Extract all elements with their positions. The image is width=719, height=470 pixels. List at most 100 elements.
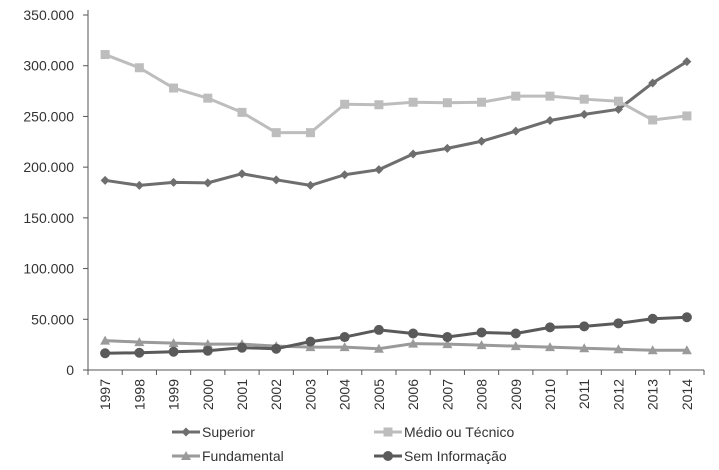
x-tick-label: 2004 (337, 379, 353, 410)
series-1 (100, 50, 692, 138)
data-point (511, 91, 521, 101)
data-point (134, 337, 145, 347)
data-point (340, 99, 350, 109)
y-axis-ticks: 0 50.000 100.000 150.000 200.000 250.000 300.0… (23, 7, 88, 378)
legend-swatch-marker (383, 427, 393, 437)
data-point (305, 128, 315, 138)
data-point (373, 343, 384, 353)
data-point (476, 340, 487, 350)
x-tick-label: 1997 (97, 379, 113, 410)
x-tick-label: 2002 (268, 379, 284, 410)
x-tick-label: 2005 (371, 379, 387, 410)
x-tick-label: 2011 (576, 379, 592, 409)
data-point (168, 346, 179, 357)
data-point (442, 332, 453, 343)
data-point (510, 328, 521, 339)
data-point (579, 94, 589, 104)
data-point (237, 169, 247, 179)
data-point (647, 313, 658, 324)
x-tick-label: 2012 (610, 379, 626, 410)
data-point (203, 178, 213, 188)
series-line (104, 53, 688, 135)
data-point (100, 335, 111, 345)
data-point (374, 100, 384, 110)
data-point (340, 170, 350, 180)
data-point (545, 91, 555, 101)
chart-series (100, 50, 692, 359)
legend-swatch-marker (383, 451, 393, 461)
data-point (613, 104, 623, 114)
data-point (442, 143, 452, 153)
y-tick-label: 150.000 (23, 210, 74, 226)
data-point (681, 345, 692, 355)
chart-axes (87, 10, 704, 371)
data-point (339, 332, 350, 343)
data-point (271, 343, 282, 354)
data-point (682, 111, 692, 121)
data-point (169, 177, 179, 187)
data-point (510, 341, 521, 351)
data-point (271, 175, 281, 185)
y-tick-label: 100.000 (23, 261, 74, 277)
y-tick-label: 350.000 (23, 7, 74, 23)
data-point (408, 97, 418, 107)
data-point (579, 109, 589, 119)
data-point (442, 98, 452, 108)
y-tick-label: 50.000 (31, 311, 74, 327)
legend-label: Sem Informação (404, 448, 507, 464)
data-point (203, 93, 213, 103)
data-point (476, 327, 487, 338)
data-point (237, 107, 247, 117)
data-point (647, 345, 658, 355)
data-point (545, 342, 555, 352)
x-tick-label: 2010 (542, 379, 558, 410)
data-point (408, 338, 419, 348)
data-point (374, 165, 384, 175)
x-axis-ticks: 1997 1998 1999 2000 2001 2002 2003 2004 2005 2006… (87, 370, 705, 410)
data-point (648, 78, 658, 88)
y-tick-label: 200.000 (23, 159, 74, 175)
series-0 (100, 57, 692, 190)
data-point (134, 63, 144, 73)
data-point (305, 336, 316, 347)
series-3 (100, 312, 692, 359)
y-tick-label: 250.000 (23, 108, 74, 124)
data-point (477, 97, 487, 107)
series-line (105, 315, 687, 355)
x-tick-label: 1999 (166, 379, 182, 410)
legend-label: Médio ou Técnico (404, 424, 514, 440)
legend-swatch-marker (181, 451, 191, 460)
chart-legend: Superior Médio ou Técnico Fundamental Sem I… (172, 424, 514, 464)
data-point (100, 50, 110, 60)
x-tick-label: 2003 (302, 379, 318, 410)
data-point (579, 343, 590, 353)
data-point (613, 344, 624, 354)
legend-item: Sem Informação (374, 448, 507, 464)
data-point (305, 180, 315, 190)
data-point (545, 322, 555, 333)
legend-item: Fundamental (172, 448, 284, 464)
x-tick-label: 2007 (439, 379, 455, 410)
y-tick-label: 300.000 (23, 58, 74, 74)
series-line (105, 339, 687, 352)
x-tick-label: 2014 (679, 379, 695, 410)
x-tick-label: 2001 (234, 379, 250, 410)
x-tick-label: 2006 (405, 379, 421, 410)
data-point (100, 348, 111, 359)
data-point (442, 339, 453, 349)
data-point (682, 57, 692, 67)
x-tick-label: 1998 (131, 379, 147, 410)
data-point (545, 115, 555, 125)
legend-swatch-marker (181, 427, 191, 437)
data-point (373, 324, 384, 335)
legend-item: Superior (172, 424, 255, 440)
data-point (579, 321, 590, 332)
data-point (613, 318, 624, 329)
x-tick-label: 2008 (474, 379, 490, 410)
data-point (271, 128, 281, 138)
data-point (134, 347, 145, 358)
data-point (100, 175, 110, 185)
data-point (169, 83, 179, 93)
data-point (477, 136, 487, 146)
